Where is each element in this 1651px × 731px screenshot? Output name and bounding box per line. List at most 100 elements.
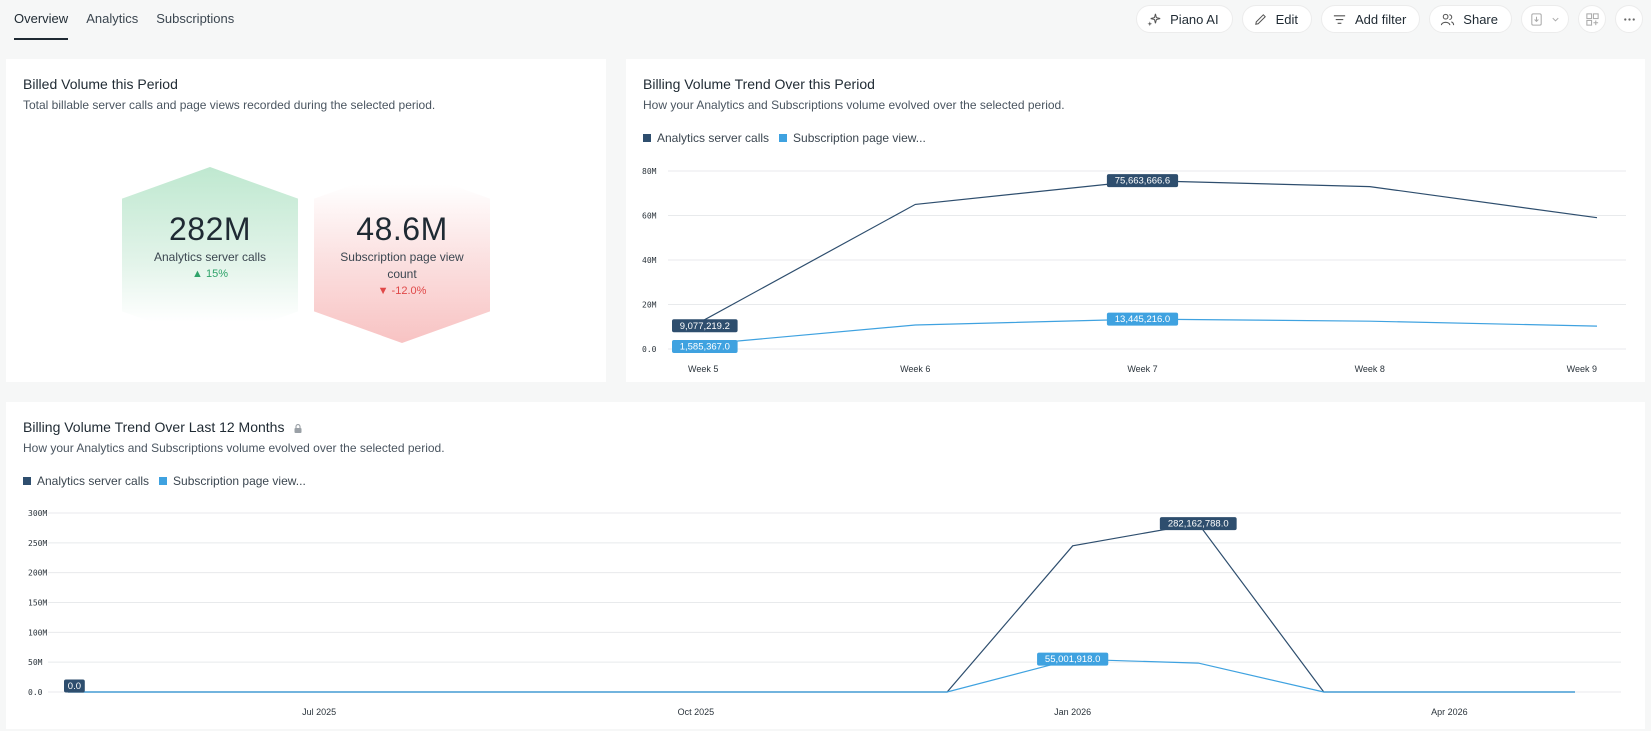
filter-icon	[1333, 14, 1346, 24]
card-subtitle: How your Analytics and Subscriptions vol…	[23, 441, 445, 455]
x-tick-label: Oct 2025	[678, 707, 715, 717]
trend-12m-card: Billing Volume Trend Over Last 12 Months…	[6, 402, 1645, 729]
card-title: Billed Volume this Period	[23, 76, 178, 92]
kpi-label: Analytics server calls	[153, 250, 267, 264]
y-tick-label: 250M	[28, 539, 47, 548]
legend-label: Subscription page view...	[173, 474, 306, 488]
data-label: 9,077,219.2	[680, 321, 730, 332]
card-title: Billing Volume Trend Over Last 12 Months	[23, 419, 302, 435]
series-line-analytics	[687, 179, 1598, 330]
data-label-bg	[672, 339, 738, 353]
trend-period-card: Billing Volume Trend Over this Period Ho…	[626, 59, 1645, 382]
kpi-delta-value: -12.0%	[391, 285, 427, 297]
billed-volume-card: Billed Volume this Period Total billable…	[6, 59, 606, 382]
legend-item-subscriptions[interactable]: Subscription page view...	[159, 474, 306, 488]
data-label: 55,001,918.0	[1045, 654, 1100, 665]
x-tick-label: Jul 2025	[302, 707, 336, 717]
legend-item-analytics[interactable]: Analytics server calls	[643, 131, 769, 145]
add-filter-label: Add filter	[1354, 11, 1407, 27]
legend-swatch	[23, 477, 31, 485]
x-tick-label: Week 8	[1355, 364, 1385, 374]
y-tick-label: 300M	[28, 509, 47, 518]
data-label: 1,585,367.0	[680, 341, 730, 352]
top-bar: Overview Analytics Subscriptions Piano A…	[0, 0, 1651, 42]
trend-12m-chart: 0.0 50M 100M 150M 200M 250M 300M Jul 2025 Oct 20…	[28, 509, 1621, 717]
data-label: 13,445,216.0	[1115, 314, 1170, 325]
series-line-subscriptions	[68, 658, 1575, 693]
legend-label: Subscription page view...	[793, 131, 926, 145]
x-tick-label: Week 9	[1567, 364, 1597, 374]
data-label-bg	[1106, 312, 1179, 326]
piano-ai-button[interactable]: Piano AI	[1136, 5, 1233, 33]
add-widget-button[interactable]	[1578, 5, 1606, 33]
more-icon	[1623, 17, 1635, 21]
users-icon	[1441, 13, 1455, 25]
data-label-bg	[1106, 174, 1179, 188]
share-button[interactable]: Share	[1429, 5, 1512, 33]
card-title: Billing Volume Trend Over this Period	[643, 76, 875, 92]
lock-icon	[294, 423, 302, 433]
x-tick-label: Week 7	[1127, 364, 1157, 374]
kpi-analytics-server-calls: 282M Analytics server calls ▲ 15%	[122, 167, 298, 343]
kpi-delta: ▲ 15%	[122, 268, 298, 280]
y-tick-label: 50M	[28, 658, 43, 667]
download-icon	[1531, 12, 1542, 26]
y-tick-label: 80M	[642, 167, 657, 176]
share-label: Share	[1463, 11, 1498, 27]
y-tick-label: 0.0	[642, 345, 657, 354]
legend-item-subscriptions[interactable]: Subscription page view...	[779, 131, 926, 145]
legend-swatch	[779, 134, 788, 142]
tab-subscriptions[interactable]: Subscriptions	[156, 11, 235, 26]
data-label: 282,162,788.0	[1168, 519, 1229, 530]
y-tick-label: 100M	[28, 628, 47, 637]
pencil-icon	[1254, 13, 1266, 25]
x-tick-label: Jan 2026	[1054, 707, 1091, 717]
y-tick-label: 0.0	[28, 688, 43, 697]
edit-label: Edit	[1275, 11, 1298, 27]
add-filter-button[interactable]: Add filter	[1320, 5, 1421, 33]
y-tick-label: 150M	[28, 599, 47, 608]
legend-label: Analytics server calls	[657, 131, 770, 145]
legend-swatch	[159, 477, 168, 485]
card-title-text: Billing Volume Trend Over Last 12 Months	[23, 419, 285, 435]
data-label: 75,663,666.6	[1115, 176, 1170, 187]
triangle-up-icon: ▲	[192, 268, 203, 280]
y-tick-label: 60M	[642, 212, 657, 221]
sparkle-icon	[1147, 13, 1161, 26]
kpi-delta: ▼ -12.0%	[326, 285, 478, 297]
legend-swatch	[643, 134, 651, 142]
data-label-bg	[1159, 517, 1237, 531]
kpi-delta-value: 15%	[205, 268, 228, 280]
x-tick-label: Apr 2026	[1431, 707, 1468, 717]
data-label-bg	[1037, 652, 1109, 666]
tab-analytics[interactable]: Analytics	[86, 11, 139, 26]
x-tick-label: Week 5	[688, 364, 718, 374]
y-tick-label: 200M	[28, 569, 47, 578]
data-label: 0.0	[68, 681, 81, 692]
card-subtitle: Total billable server calls and page vie…	[23, 98, 436, 112]
edit-button[interactable]: Edit	[1241, 5, 1312, 33]
chevron-down-icon	[1552, 17, 1559, 22]
legend-item-analytics[interactable]: Analytics server calls	[23, 474, 149, 488]
trend-period-chart: 0.0 20M 40M 60M 80M Week 5 Week 6 Week 7 Week 8 W…	[642, 167, 1626, 374]
toolbar: Piano AI Edit Add filter Share	[1136, 5, 1643, 33]
y-tick-label: 20M	[642, 301, 657, 310]
x-tick-label: Week 6	[900, 364, 930, 374]
triangle-down-icon: ▼	[377, 285, 389, 297]
data-label-bg	[672, 319, 738, 333]
kpi-subscription-page-views: 48.6M Subscription page view count ▼ -12…	[314, 167, 490, 343]
legend-label: Analytics server calls	[37, 474, 150, 488]
grid-plus-icon	[1585, 12, 1599, 26]
card-subtitle: How your Analytics and Subscriptions vol…	[643, 98, 1065, 112]
kpi-label: Subscription page view count	[340, 250, 464, 281]
series-line-analytics	[68, 522, 1575, 693]
tab-bar: Overview Analytics Subscriptions	[14, 0, 234, 42]
chart-legend: Analytics server calls Subscription page…	[23, 474, 306, 488]
tab-overview[interactable]: Overview	[14, 0, 69, 40]
y-tick-label: 40M	[642, 256, 657, 265]
piano-ai-label: Piano AI	[1170, 11, 1219, 27]
kpi-value: 282M	[168, 211, 252, 247]
data-label-bg	[64, 679, 85, 693]
download-button[interactable]	[1521, 5, 1569, 33]
more-button[interactable]	[1615, 5, 1643, 33]
